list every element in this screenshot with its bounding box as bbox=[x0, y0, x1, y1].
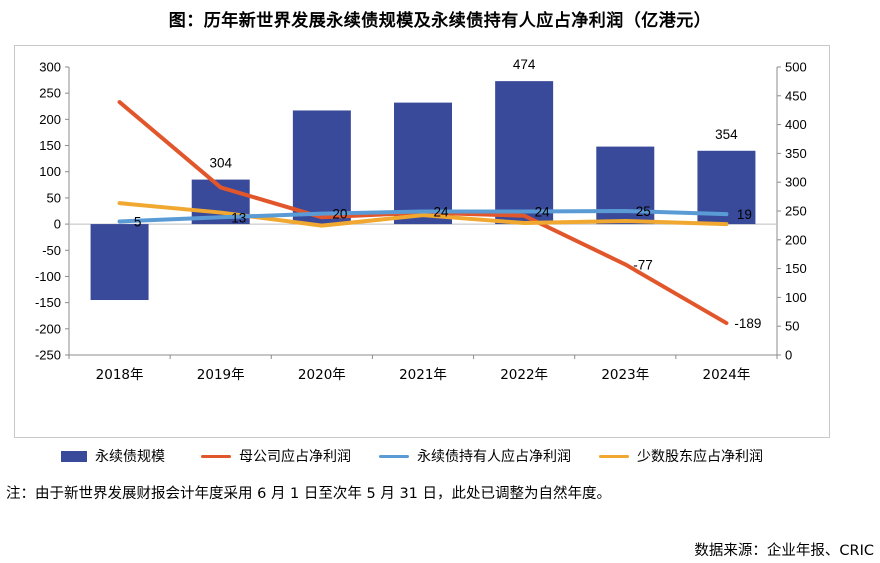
line-data-label: -189 bbox=[734, 316, 761, 331]
x-tick-label: 2020年 bbox=[298, 367, 346, 383]
x-tick-label: 2018年 bbox=[96, 367, 144, 383]
bar bbox=[495, 81, 554, 225]
y-right-tick-label: 500 bbox=[785, 60, 807, 75]
y-left-tick-label: -200 bbox=[35, 321, 61, 336]
y-right-tick-label: 400 bbox=[785, 117, 807, 132]
y-left-tick-label: -150 bbox=[35, 295, 61, 310]
perp-holder-profit-line bbox=[117, 209, 729, 224]
y-right-tick-label: 150 bbox=[785, 261, 807, 276]
y-right-tick-label: 0 bbox=[785, 348, 792, 363]
y-left-tick-label: -250 bbox=[35, 348, 61, 363]
legend-label: 少数股东应占净利润 bbox=[637, 449, 763, 465]
x-tick-label: 2023年 bbox=[601, 367, 649, 383]
y-right-tick-label: 300 bbox=[785, 175, 807, 190]
y-right-tick-label: 250 bbox=[785, 204, 807, 219]
bar bbox=[292, 110, 351, 225]
legend-item-parent-profit: 母公司应占净利润 bbox=[201, 444, 351, 468]
legend-item-minority-profit: 少数股东应占净利润 bbox=[599, 444, 763, 468]
minority-profit-line bbox=[117, 201, 729, 228]
x-tick-label: 2019年 bbox=[197, 367, 245, 383]
bar bbox=[394, 102, 452, 225]
line-data-label: 19 bbox=[737, 207, 752, 222]
legend-swatch-line bbox=[379, 454, 409, 458]
y-left-tick-label: -50 bbox=[42, 243, 61, 258]
legend-label: 永续债持有人应占净利润 bbox=[417, 449, 571, 465]
y-left-tick-label: 250 bbox=[39, 86, 61, 101]
line-data-label: 5 bbox=[134, 214, 142, 229]
data-source: 数据来源：企业年报、CRIC bbox=[694, 543, 874, 559]
legend-swatch-line bbox=[599, 454, 629, 458]
x-tick-label: 2021年 bbox=[399, 367, 447, 383]
legend-label: 永续债规模 bbox=[95, 449, 165, 465]
legend-label: 母公司应占净利润 bbox=[239, 449, 351, 465]
y-left-tick-label: 300 bbox=[39, 60, 61, 75]
y-right-tick-label: 350 bbox=[785, 146, 807, 161]
legend-item-perpetual-bond-size: 永续债规模 bbox=[61, 444, 165, 468]
y-left-tick-label: -100 bbox=[35, 269, 61, 284]
y-right-tick-label: 450 bbox=[785, 88, 807, 103]
bar-data-label: 474 bbox=[513, 57, 536, 72]
line-data-label: -77 bbox=[633, 257, 653, 272]
line-data-label: 20 bbox=[332, 207, 347, 222]
line-data-label: 13 bbox=[231, 210, 246, 225]
y-right-tick-label: 100 bbox=[785, 290, 807, 305]
y-right-tick-label: 50 bbox=[785, 319, 799, 334]
y-right-tick-label: 200 bbox=[785, 232, 807, 247]
line-data-label: 24 bbox=[433, 205, 449, 220]
x-tick-label: 2024年 bbox=[702, 367, 750, 383]
chart-plot: -250 -200 -150 -100 -50 0 50 100 150 200 250 300 0 50… bbox=[35, 57, 807, 383]
legend-item-perp-holder-profit: 永续债持有人应占净利润 bbox=[379, 444, 571, 468]
y-left-tick-label: 50 bbox=[47, 190, 61, 205]
x-tick-label: 2022年 bbox=[500, 367, 548, 383]
bar-data-label: 304 bbox=[209, 156, 232, 171]
bar-data-label: 354 bbox=[715, 127, 738, 142]
legend-swatch-bar bbox=[61, 450, 87, 462]
y-left-tick-label: 100 bbox=[39, 164, 61, 179]
line-data-label: 24 bbox=[535, 205, 551, 220]
y-left-tick-label: 150 bbox=[39, 138, 61, 153]
legend-swatch-line bbox=[201, 454, 231, 458]
y-left-tick-label: 200 bbox=[39, 112, 61, 127]
chart-title: 图：历年新世界发展永续债规模及永续债持有人应占净利润（亿港元） bbox=[168, 11, 712, 31]
line-data-label: 25 bbox=[636, 204, 651, 219]
footnote: 注：由于新世界发展财报会计年度采用 6 月 1 日至次年 5 月 31 日，此处… bbox=[6, 486, 611, 502]
chart-area: -250 -200 -150 -100 -50 0 50 100 150 200 250 300 0 50… bbox=[14, 45, 830, 465]
bar bbox=[90, 224, 149, 301]
y-left-tick-label: 0 bbox=[54, 217, 61, 232]
